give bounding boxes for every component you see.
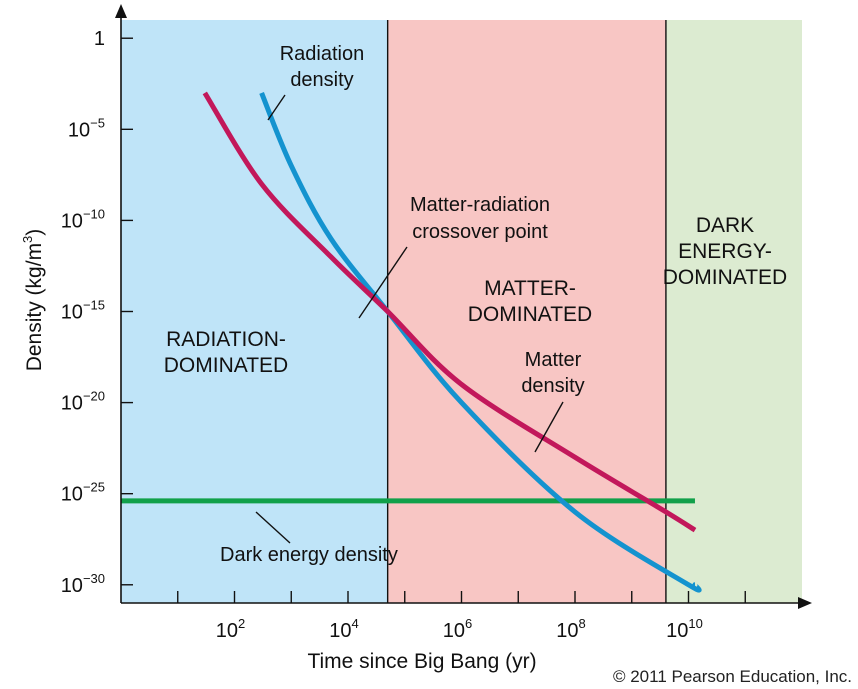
annotation-radiation-line-1: Radiation: [280, 43, 365, 65]
y-tick-label-5: 10−25: [61, 480, 105, 506]
region-label-2-0: DARK: [696, 214, 754, 237]
region-label-1-1: DOMINATED: [468, 303, 592, 326]
region-band-1: [387, 20, 666, 603]
region-band-0: [121, 20, 388, 603]
annotations-layer: Radiation density Matter-radiation crossove…: [220, 43, 585, 566]
regions-layer: RADIATION- DOMINATED MATTER- DOMINATED DARK E…: [121, 20, 802, 603]
y-tick-label-4: 10−20: [61, 389, 105, 415]
annotation-crossover-line-1: Matter-radiation: [410, 194, 550, 216]
x-tick-label-1: 104: [329, 616, 358, 642]
ticks-layer: 1 10−5 10−10 10−15 10−20 10−25 10−30 102 104 106 1…: [61, 28, 746, 642]
annotation-crossover-leader: [358, 246, 408, 319]
region-band-2: [665, 20, 802, 603]
x-axis-arrow: [798, 597, 812, 609]
annotation-crossover-line-2: crossover point: [412, 221, 548, 243]
region-label-0-1: DOMINATED: [164, 354, 288, 377]
x-axis-title: Time since Big Bang (yr): [307, 650, 536, 673]
annotation-dark-energy-leader: [255, 511, 291, 544]
region-label-1-0: MATTER-: [484, 277, 576, 300]
y-axis-title: Density (kg/m3): [20, 229, 46, 372]
annotation-matter-line-1: Matter: [525, 349, 582, 371]
annotation-radiation-line-2: density: [290, 69, 353, 91]
annotation-dark-energy: Dark energy density: [220, 544, 398, 566]
annotation-radiation-leader: [267, 94, 286, 121]
copyright-notice: © 2011 Pearson Education, Inc.: [613, 667, 852, 686]
y-axis-arrow: [115, 4, 127, 18]
y-tick-label-2: 10−10: [61, 206, 105, 232]
x-tick-label-3: 108: [556, 616, 585, 642]
y-tick-label-3: 10−15: [61, 298, 105, 324]
annotation-matter-line-2: density: [521, 375, 584, 397]
y-tick-label-1: 10−5: [68, 115, 105, 141]
annotation-matter-leader: [534, 401, 564, 453]
x-tick-label-4: 1010: [666, 616, 703, 642]
x-tick-label-0: 102: [216, 616, 245, 642]
radiation-density-curve: [259, 91, 702, 593]
region-label-0-0: RADIATION-: [166, 328, 286, 351]
region-label-2-2: DOMINATED: [663, 266, 787, 289]
y-tick-label-6: 10−30: [61, 571, 105, 597]
series-layer: [121, 91, 702, 593]
region-label-2-1: ENERGY-: [678, 240, 772, 263]
x-tick-label-2: 106: [443, 616, 472, 642]
axes-layer: Time since Big Bang (yr) Density (kg/m3): [20, 4, 812, 673]
y-tick-label-0: 1: [94, 28, 105, 50]
matter-density-curve: [202, 91, 697, 533]
